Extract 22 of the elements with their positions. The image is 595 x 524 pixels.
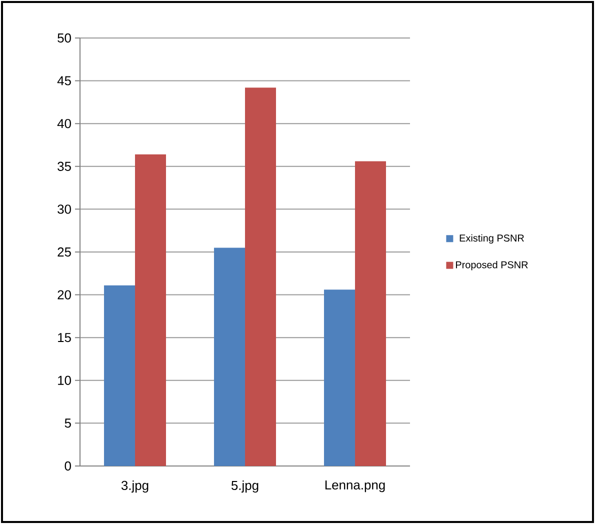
x-tick-label: Lenna.png <box>325 480 385 492</box>
y-tick-label: 10 <box>58 376 71 385</box>
y-tick-label: 25 <box>58 247 71 257</box>
y-tick-label: 0 <box>64 461 71 471</box>
x-tick-label: 5.jpg <box>231 480 258 493</box>
y-tick-label: 30 <box>58 204 71 214</box>
y-tick-label: 15 <box>58 333 71 342</box>
bar <box>355 161 386 466</box>
y-tick-label: 35 <box>58 162 71 171</box>
y-tick-label: 50 <box>58 33 71 43</box>
bar <box>214 248 246 466</box>
bar <box>135 154 166 466</box>
bar <box>324 290 356 466</box>
bar <box>245 88 276 466</box>
y-tick-label: 20 <box>58 290 71 300</box>
bar <box>104 285 136 466</box>
y-tick-label: 45 <box>57 76 71 86</box>
legend-label: Proposed PSNR <box>456 260 528 270</box>
y-tick-label: 40 <box>57 118 71 128</box>
x-tick-label: 3.jpg <box>121 480 148 493</box>
legend-label: Existing PSNR <box>460 234 524 244</box>
y-tick-label: 5 <box>64 418 71 428</box>
